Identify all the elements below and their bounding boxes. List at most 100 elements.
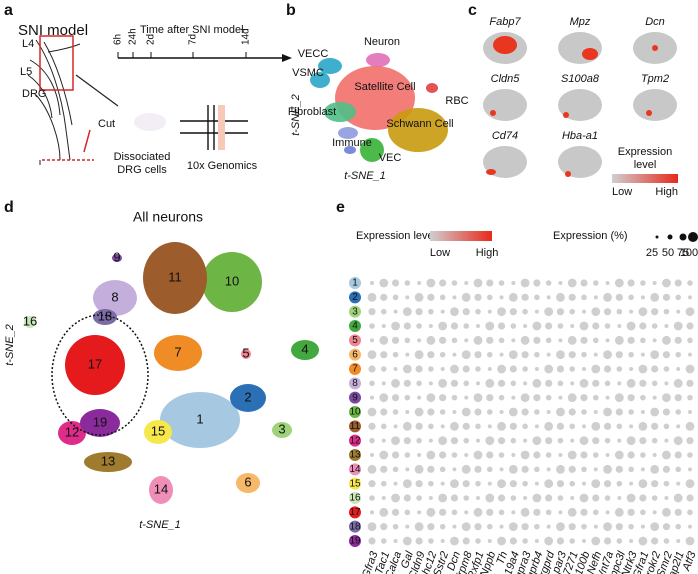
- dot: [415, 480, 423, 488]
- map-hi: [486, 169, 496, 175]
- dot: [662, 393, 671, 403]
- dot: [663, 480, 670, 487]
- platform: 10x Genomics: [187, 160, 258, 172]
- dot: [392, 466, 399, 473]
- dot: [544, 479, 554, 489]
- dot: [688, 524, 692, 529]
- dot: [688, 467, 692, 472]
- dot: [662, 335, 671, 345]
- dot: [416, 495, 422, 501]
- dot: [663, 423, 670, 430]
- dot: [570, 381, 575, 386]
- dot: [532, 436, 542, 446]
- panel-letter: a: [4, 2, 13, 19]
- tick-label: 14d: [241, 28, 252, 45]
- dot: [391, 321, 400, 331]
- dot: [627, 279, 635, 287]
- dot: [544, 536, 554, 546]
- dot: [603, 365, 612, 373]
- cluster: [93, 309, 117, 325]
- drg-label: L5: [20, 66, 32, 78]
- dot: [498, 337, 505, 344]
- dot: [638, 536, 648, 546]
- row-label: 13: [349, 450, 361, 461]
- dot: [486, 279, 494, 287]
- dot: [473, 393, 483, 403]
- dot: [675, 294, 682, 301]
- dot: [475, 480, 481, 487]
- panel-a: a SNI model Time after SNI model Dissoci…: [4, 2, 292, 176]
- dot: [556, 464, 565, 474]
- dot: [626, 378, 636, 388]
- dot: [639, 322, 647, 330]
- cluster: [58, 421, 86, 445]
- map-hi: [563, 112, 569, 118]
- dot: [558, 338, 563, 343]
- cut-arrow: [83, 129, 91, 153]
- dot: [651, 365, 659, 373]
- cell-type: VEC: [379, 152, 402, 164]
- gene: Cldn5: [491, 73, 521, 85]
- dot: [664, 381, 669, 386]
- cluster-label: 7: [174, 344, 181, 359]
- dot: [556, 422, 565, 430]
- dot: [463, 437, 470, 444]
- dot: [499, 524, 504, 529]
- dot: [473, 278, 483, 288]
- dot: [464, 453, 469, 457]
- dot: [604, 495, 611, 501]
- dot: [520, 507, 530, 517]
- dot: [403, 379, 411, 387]
- dot: [451, 452, 458, 458]
- dot: [581, 466, 587, 473]
- dot: [687, 509, 693, 516]
- dot: [651, 480, 659, 488]
- dot: [616, 366, 623, 372]
- dot: [556, 522, 565, 532]
- cluster: [338, 127, 358, 139]
- dot: [675, 351, 682, 358]
- dot: [464, 338, 469, 343]
- cells-label: Dissociated: [114, 151, 171, 163]
- dot: [522, 366, 528, 372]
- dot: [368, 308, 376, 316]
- row-label: 5: [352, 335, 358, 346]
- dot: [663, 366, 670, 372]
- dot: [509, 365, 517, 373]
- dot: [520, 450, 530, 460]
- dot: [617, 381, 622, 386]
- cluster-label: 11: [168, 269, 182, 284]
- dot: [367, 407, 377, 417]
- gene: Fabp7: [489, 16, 521, 28]
- dot: [662, 278, 671, 288]
- dot: [579, 436, 589, 446]
- dot: [580, 336, 588, 344]
- dot: [603, 350, 612, 360]
- dot: [675, 409, 682, 415]
- dot: [393, 539, 398, 543]
- row-label: 1: [352, 278, 358, 289]
- gene: Mpz: [570, 16, 591, 28]
- cluster-label: 5: [242, 345, 249, 360]
- cluster: [344, 146, 356, 154]
- map-hi: [565, 171, 571, 177]
- dot: [605, 453, 610, 457]
- dot: [685, 421, 695, 431]
- dot: [391, 279, 400, 287]
- map: [558, 32, 602, 64]
- cluster-label: 12: [65, 424, 79, 439]
- dot: [651, 422, 659, 430]
- dot: [545, 452, 552, 458]
- dot: [614, 335, 624, 345]
- dot: [380, 523, 388, 531]
- dot: [556, 407, 565, 417]
- dot: [426, 393, 436, 403]
- row-label: 14: [349, 464, 361, 475]
- dot: [522, 480, 528, 487]
- dot: [439, 409, 446, 415]
- cell-type: VECC: [298, 48, 329, 60]
- dot: [568, 293, 576, 301]
- dot: [439, 466, 446, 473]
- cluster-label: 19: [93, 414, 107, 429]
